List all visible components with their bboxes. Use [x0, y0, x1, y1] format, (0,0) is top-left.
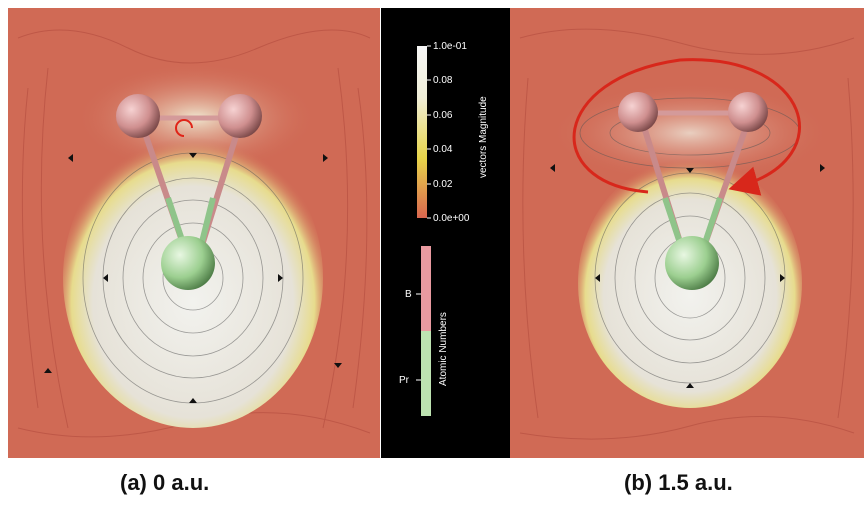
molecule-b — [618, 92, 768, 290]
atomic-legend-label-b: B — [405, 289, 412, 300]
colorbar-tick-label: 0.06 — [433, 110, 453, 121]
colorbar-magnitude — [417, 46, 427, 218]
atomic-legend-title: Atomic Numbers — [438, 312, 449, 386]
colorbar-tick-label: 0.08 — [433, 75, 453, 86]
atomic-legend-swatch-b — [421, 246, 431, 331]
praseodymium-atom — [161, 236, 215, 290]
streamline-arrows-b — [550, 164, 825, 388]
flow-field-a — [8, 8, 380, 458]
atomic-legend-label-pr: Pr — [399, 375, 410, 386]
atomic-legend-swatch-pr — [421, 331, 431, 416]
colorbar-ticks — [427, 45, 431, 219]
rotation-arrow — [572, 58, 801, 196]
legend-graphic: 1.0e-01 0.08 0.06 0.04 0.02 0.0e+00 vect… — [399, 41, 489, 416]
flow-field-b — [510, 8, 864, 458]
praseodymium-atom — [665, 236, 719, 290]
boron-atom — [218, 94, 262, 138]
boron-atom — [728, 92, 768, 132]
colorbar-tick-label: 0.0e+00 — [433, 213, 470, 224]
colorbar-title: vectors Magnitude — [478, 96, 489, 178]
panel-b-flow-field — [510, 8, 864, 458]
streamlines-outer — [519, 28, 855, 440]
boron-atom — [116, 94, 160, 138]
molecule-a — [116, 94, 262, 290]
caption-b: (b) 1.5 a.u. — [624, 470, 733, 495]
streamline-arrows-a — [44, 153, 342, 403]
legend-panel: 1.0e-01 0.08 0.06 0.04 0.02 0.0e+00 vect… — [381, 8, 510, 458]
boron-atom — [618, 92, 658, 132]
colorbar-tick-label: 1.0e-01 — [433, 41, 467, 52]
small-rotation-arrow — [175, 119, 193, 137]
panel-a-flow-field — [8, 8, 380, 458]
colorbar-tick-label: 0.04 — [433, 144, 453, 155]
caption-a: (a) 0 a.u. — [120, 470, 210, 495]
colorbar-tick-label: 0.02 — [433, 179, 453, 190]
